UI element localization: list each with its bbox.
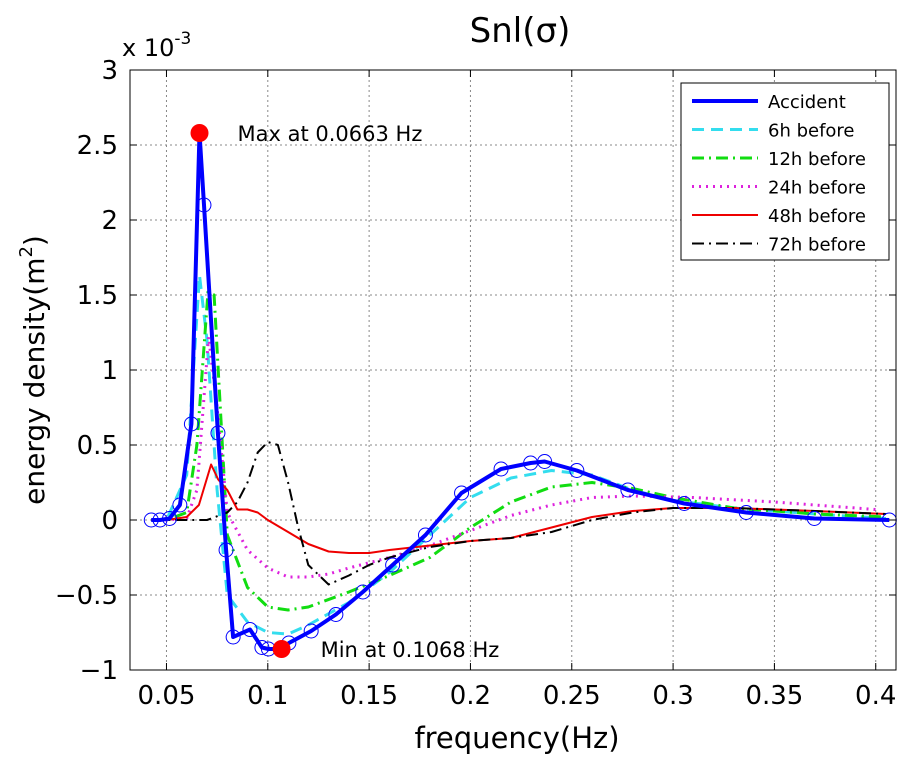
x-tick-label: 0.2 [450,681,491,711]
y-exponent-label: x 10-3 [122,29,191,62]
legend-label: 24h before [768,178,866,199]
y-axis-label: energy density(m2) [16,235,51,505]
x-tick-label: 0.25 [543,681,601,711]
y-tick-label: 1.5 [77,281,118,311]
x-tick-label: 0.3 [652,681,693,711]
series-marker [254,640,270,655]
y-tick-label: 1 [101,356,118,386]
series-marker [183,416,199,432]
annotation-label: Min at 0.1068 Hz [321,638,500,662]
y-exponent-base: x 10 [122,34,174,62]
legend: Accident 6h before 12h before 24h before 48h… [680,82,890,261]
x-tick-label: 0.05 [138,681,196,711]
x-tick-label: 0.15 [340,681,398,711]
y-tick-label: 0 [101,506,118,536]
series-marker [225,629,241,645]
svg-text:x 10-3: x 10-3 [122,29,191,62]
series-marker [162,511,178,526]
y-axis-label-main: energy density(m [18,258,51,505]
series-marker [355,584,371,600]
series-marker [385,557,401,573]
series-marker [242,622,258,637]
x-tick-label: 0.1 [247,681,288,711]
x-axis-label: frequency(Hz) [414,721,619,755]
y-tick-label: −0.5 [55,581,118,611]
series-line [151,463,886,554]
series-marker [569,463,585,478]
y-tick-label: 2 [101,206,118,236]
series-line [151,131,890,651]
svg-text:energy density(m2): energy density(m2) [16,235,51,505]
series-marker [172,497,188,513]
series-line [151,441,886,586]
legend-label: 72h before [768,235,866,256]
y-axis-label-close: ) [18,235,51,246]
series-marker [676,496,692,511]
y-ticks: −1 −0.5 0 0.5 1 1.5 2 2.5 3 [55,56,896,686]
series-marker [218,542,234,558]
annotations: Max at 0.0663 Hz Min at 0.1068 Hz [190,122,500,662]
annotation-marker [190,124,209,142]
series-marker [143,512,159,528]
y-tick-label: 0.5 [77,431,118,461]
chart-title: Snl(σ) [470,11,571,51]
series-marker [328,607,344,622]
y-axis-label-sup: 2 [16,246,37,257]
series-marker [152,512,168,528]
series-marker [417,527,433,543]
legend-label: Accident [768,92,846,113]
series-marker [620,482,636,498]
series-marker [493,461,509,477]
y-exponent-power: -3 [174,29,191,49]
series-marker [210,425,226,441]
series-line [151,290,886,612]
series-marker [738,505,754,520]
legend-box [680,82,890,261]
series-marker [303,623,319,639]
series-marker [454,485,470,501]
y-tick-label: −1 [80,656,118,686]
legend-label: 6h before [768,121,855,142]
annotation-marker [272,640,291,658]
x-tick-label: 0.4 [855,681,896,711]
series-marker [806,511,822,526]
y-tick-label: 3 [101,56,118,86]
series-line [151,335,876,579]
annotation-label: Max at 0.0663 Hz [238,122,423,146]
x-ticks: 0.05 0.1 0.15 0.2 0.25 0.3 0.35 0.4 [138,70,896,711]
legend-label: 48h before [768,206,866,227]
y-tick-label: 2.5 [77,131,118,161]
series-marker [537,454,553,469]
series-marker [196,197,212,213]
legend-label: 12h before [768,149,866,170]
x-tick-label: 0.35 [745,681,803,711]
